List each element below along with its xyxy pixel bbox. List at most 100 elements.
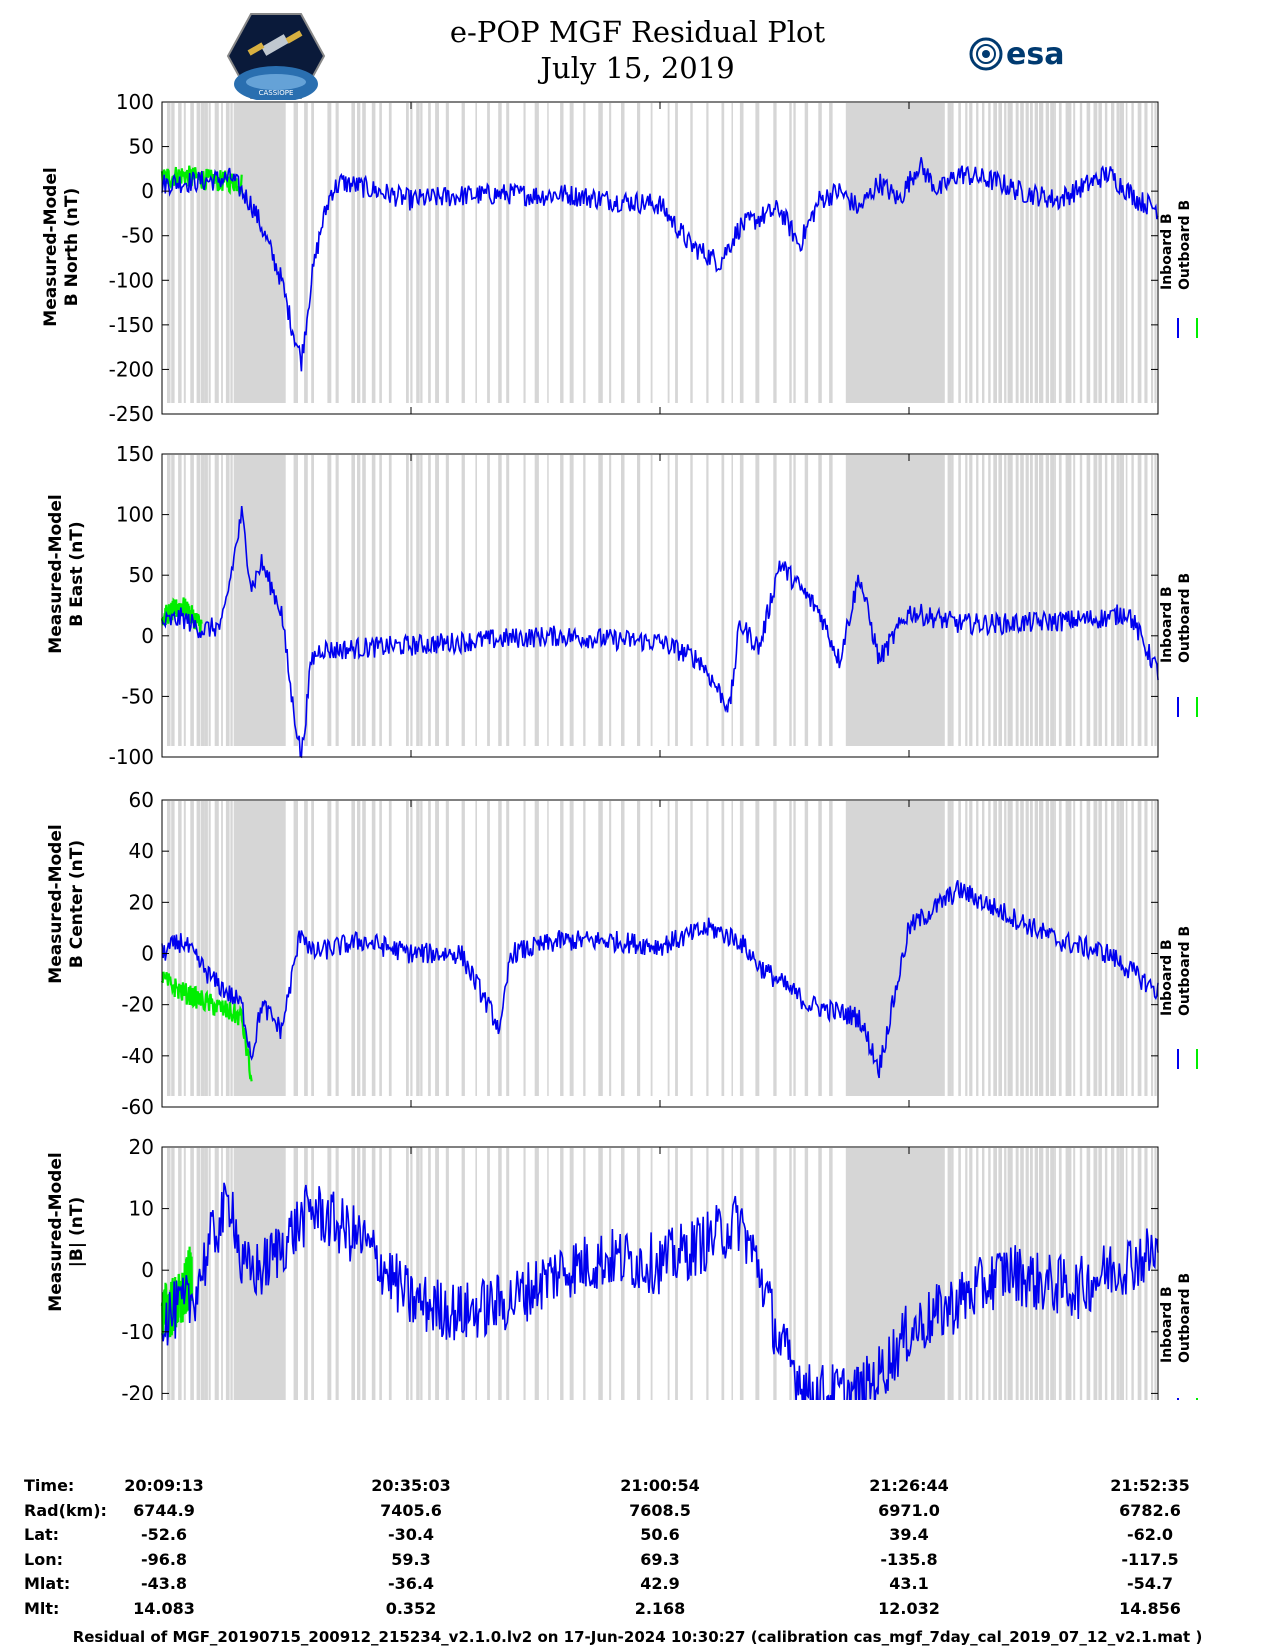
shade-band (1039, 455, 1044, 746)
title-line-1: e-POP MGF Residual Plot (449, 15, 826, 49)
shade-band (282, 1148, 286, 1400)
ephemeris-value: -54.7 (1126, 1574, 1174, 1593)
ephemeris-value: 6782.6 (1119, 1500, 1181, 1520)
ephemeris-value: 14.083 (133, 1598, 195, 1618)
shade-band (420, 103, 423, 403)
y-tick-label: 10 (129, 1197, 154, 1221)
shade-band (560, 455, 564, 746)
ephemeris-value: 21:26:44 (869, 1476, 949, 1495)
shade-band (1034, 801, 1038, 1096)
shade-band (988, 103, 991, 403)
shade-band (357, 1148, 361, 1400)
shade-band (406, 455, 409, 746)
shade-band (1030, 801, 1033, 1096)
shade-band (773, 103, 777, 403)
y-tick-label: 100 (116, 503, 154, 527)
ylabel-center: Measured-Model B Center (nT) (46, 744, 88, 1064)
shade-band (1020, 103, 1024, 403)
shade-band (225, 103, 230, 403)
y-tick-label: 0 (141, 624, 154, 648)
shade-band (311, 103, 314, 403)
shade-band (916, 801, 919, 1096)
shade-band (1079, 1148, 1083, 1400)
series-inboard (161, 506, 1159, 759)
shade-band (379, 455, 382, 746)
shade-band (351, 103, 355, 403)
shade-band (221, 1148, 223, 1400)
shade-band (1045, 455, 1049, 746)
y-tick-label: 50 (129, 563, 154, 587)
cassiope-logo-text: CASSIOPE (259, 89, 294, 97)
shade-band (958, 1148, 961, 1400)
shade-band (362, 103, 366, 403)
shade-band (721, 103, 725, 403)
shade-band (789, 455, 792, 746)
shade-band (988, 801, 991, 1096)
shade-band (621, 103, 625, 403)
shade-band (773, 801, 777, 1096)
shade-band (1098, 455, 1102, 746)
shade-band (410, 1148, 413, 1400)
shade-band (178, 1148, 182, 1400)
ephemeris-row: Lon: -96.8 59.3 69.3 -135.8 -117.5 (0, 1550, 1275, 1574)
shade-band (690, 103, 693, 403)
shade-band (1151, 455, 1154, 746)
shade-band (1030, 103, 1033, 403)
shade-band (583, 801, 586, 1096)
shade-band (598, 455, 603, 746)
y-tick-label: 0 (141, 942, 154, 966)
shade-band (598, 103, 603, 403)
shade-band (1007, 103, 1012, 403)
shade-band (793, 1148, 796, 1400)
legend-center-outboard: Outboard B (1177, 925, 1193, 1016)
ephemeris-value: 42.9 (640, 1574, 680, 1593)
shade-band (1065, 455, 1070, 746)
shade-band (1073, 1148, 1076, 1400)
shade-band (357, 103, 361, 403)
shade-band (1119, 1148, 1124, 1400)
shade-band (818, 455, 822, 746)
y-tick-label: 100 (116, 90, 154, 114)
shade-band (988, 455, 991, 746)
shade-band (804, 1148, 809, 1400)
shade-band (371, 103, 376, 403)
shade-band (428, 1148, 431, 1400)
shade-band (609, 103, 612, 403)
shade-band (690, 801, 693, 1096)
shade-band (933, 801, 938, 1096)
shade-band (1144, 455, 1148, 746)
shade-band (942, 103, 945, 403)
shade-band (388, 455, 392, 746)
shade-band (1054, 455, 1056, 746)
shade-band (534, 455, 539, 746)
shade-band (282, 103, 286, 403)
shade-band (598, 1148, 603, 1400)
shade-band (230, 103, 233, 403)
shade-band (1004, 455, 1007, 746)
shade-band (171, 1148, 175, 1400)
ylabel-east-line2: B East (nT) (67, 521, 87, 627)
shade-band (621, 1148, 625, 1400)
ephemeris-row: Lat: -52.6 -30.4 50.6 39.4 -62.0 (0, 1525, 1275, 1549)
shade-band (621, 455, 625, 746)
shade-band (569, 455, 574, 746)
shade-band (214, 455, 219, 746)
shade-band (965, 103, 968, 403)
shade-band (1058, 455, 1062, 746)
shade-band (475, 801, 477, 1096)
shade-band (1058, 103, 1062, 403)
ephemeris-value: 21:52:35 (1110, 1476, 1190, 1495)
ephemeris-value: 2.168 (634, 1598, 686, 1618)
shade-band (506, 801, 510, 1096)
shade-band (167, 103, 171, 403)
shade-band (951, 1148, 954, 1400)
shade-band (609, 801, 612, 1096)
shade-band (1086, 103, 1091, 403)
ephemeris-value: -135.8 (880, 1549, 938, 1569)
shade-band (969, 455, 973, 746)
shade-band (951, 455, 954, 746)
shade-band (1154, 455, 1157, 746)
legend-center-inboard: Inboard B (1159, 939, 1175, 1016)
shade-band (1098, 801, 1102, 1096)
shade-band (1054, 801, 1056, 1096)
